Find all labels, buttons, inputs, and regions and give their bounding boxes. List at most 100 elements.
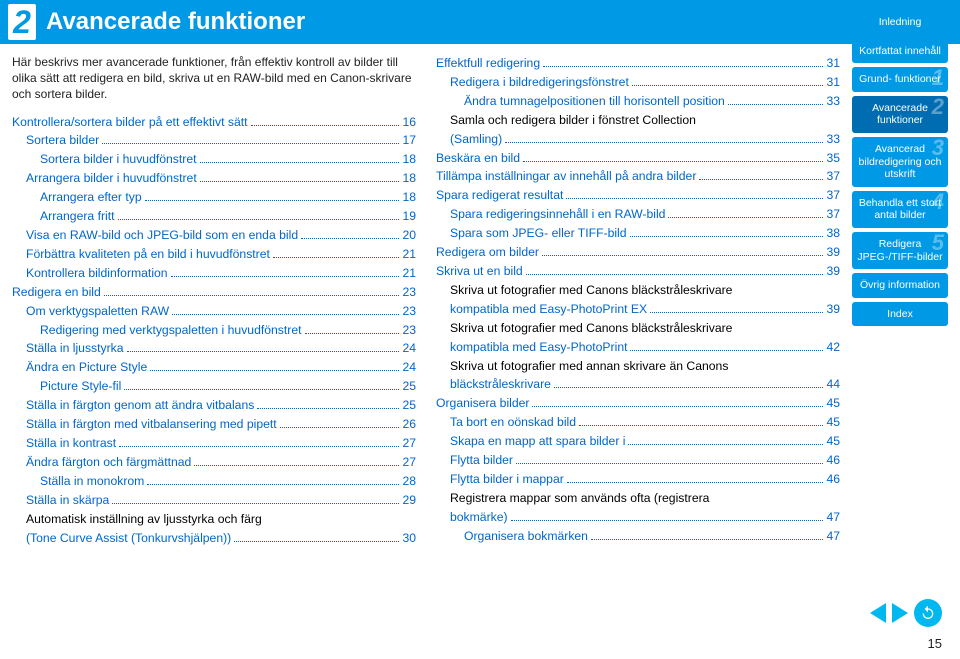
toc-entry[interactable]: Visa en RAW-bild och JPEG-bild som en en… [12,226,416,245]
sidebar-button[interactable]: Inledning [852,10,948,35]
toc-entry[interactable]: Beskära en bild35 [436,149,840,168]
toc-entry[interactable]: bläckstråleskrivare44 [436,375,840,394]
toc-entry: Skriva ut fotografier med annan skrivare… [436,357,840,376]
chapter-header: 2 Avancerade funktioner [0,0,960,44]
toc-label: Kontrollera bildinformation [26,264,168,283]
toc-dots [567,482,824,483]
toc-entry[interactable]: Picture Style-fil25 [12,377,416,396]
toc-entry[interactable]: Ändra färgton och färgmättnad27 [12,453,416,472]
toc-entry[interactable]: Förbättra kvaliteten på en bild i huvudf… [12,245,416,264]
sidebar-button[interactable]: Avancerad bildredigering och utskrift3 [852,137,948,187]
toc-label: Arrangera efter typ [40,188,142,207]
next-page-arrow[interactable] [892,603,908,623]
sidebar-label: Avancerade funktioner [872,102,928,127]
intro-text: Här beskrivs mer avancerade funktioner, … [12,54,416,103]
toc-entry[interactable]: Om verktygspaletten RAW23 [12,302,416,321]
toc-entry[interactable]: Spara redigerat resultat37 [436,186,840,205]
toc-dots [630,350,823,351]
page-nav [870,599,942,627]
toc-entry[interactable]: Ställa in kontrast27 [12,434,416,453]
toc-entry[interactable]: Flytta bilder i mappar46 [436,470,840,489]
toc-dots [273,257,400,258]
sidebar-button[interactable]: Övrig information [852,273,948,298]
toc-label: Arrangera bilder i huvudfönstret [26,169,197,188]
toc-dots [257,408,399,409]
toc-entry[interactable]: Ändra en Picture Style24 [12,358,416,377]
toc-entry[interactable]: Ställa in monokrom28 [12,472,416,491]
toc-entry[interactable]: kompatibla med Easy-PhotoPrint EX39 [436,300,840,319]
toc-entry[interactable]: Kontrollera bildinformation21 [12,264,416,283]
toc-entry[interactable]: Redigera om bilder39 [436,243,840,262]
toc-entry[interactable]: Spara som JPEG- eller TIFF-bild38 [436,224,840,243]
toc-dots [118,219,400,220]
toc-entry[interactable]: Ställa in färgton genom att ändra vitbal… [12,396,416,415]
sidebar-button[interactable]: Avancerade funktioner2 [852,96,948,133]
toc-label: Skriva ut fotografier med annan skrivare… [450,357,728,376]
toc-page: 37 [826,186,840,205]
toc-entry[interactable]: Ställa in skärpa29 [12,491,416,510]
toc-page: 23 [402,321,416,340]
toc-page: 18 [402,169,416,188]
toc-label: Ta bort en oönskad bild [450,413,576,432]
toc-entry[interactable]: Flytta bilder46 [436,451,840,470]
toc-page: 46 [826,470,840,489]
chapter-number: 2 [8,4,36,40]
toc-dots [200,162,400,163]
toc-label: Spara redigeringsinnehåll i en RAW-bild [450,205,665,224]
toc-entry[interactable]: Sortera bilder17 [12,131,416,150]
toc-label: Organisera bilder [436,394,529,413]
toc-label: Ställa in kontrast [26,434,116,453]
toc-dots [516,463,823,464]
sidebar-label: Index [887,308,913,320]
prev-page-arrow[interactable] [870,603,886,623]
sidebar-label: Redigera JPEG-/TIFF-bilder [857,238,942,263]
toc-entry[interactable]: Ställa in ljusstyrka24 [12,339,416,358]
toc-entry[interactable]: Organisera bokmärken47 [436,527,840,546]
toc-entry[interactable]: Redigera en bild23 [12,283,416,302]
toc-label: Ställa in färgton med vitbalansering med… [26,415,277,434]
toc-entry[interactable]: Arrangera bilder i huvudfönstret 18 [12,169,416,188]
sidebar-button[interactable]: Kortfattat innehåll [852,39,948,64]
toc-page: 47 [826,527,840,546]
toc-entry[interactable]: (Samling)33 [436,130,840,149]
toc-entry[interactable]: Sortera bilder i huvudfönstret18 [12,150,416,169]
toc-entry[interactable]: bokmärke)47 [436,508,840,527]
toc-entry[interactable]: Redigering med verktygspaletten i huvudf… [12,321,416,340]
sidebar-button[interactable]: Index [852,302,948,327]
sidebar-button[interactable]: Behandla ett stort antal bilder4 [852,191,948,228]
toc-label: Ändra tumnagelpositionen till horisontel… [464,92,725,111]
toc-dots [532,406,823,407]
sidebar-chapter-num: 3 [932,135,944,161]
toc-page: 31 [826,73,840,92]
back-button[interactable] [914,599,942,627]
sidebar-button[interactable]: Grund- funktioner1 [852,67,948,92]
toc-entry[interactable]: Arrangera fritt19 [12,207,416,226]
toc-entry[interactable]: Ändra tumnagelpositionen till horisontel… [436,92,840,111]
toc-page: 20 [402,226,416,245]
toc-entry: Registrera mappar som används ofta (regi… [436,489,840,508]
toc-entry[interactable]: Ställa in färgton med vitbalansering med… [12,415,416,434]
toc-entry[interactable]: Skriva ut en bild39 [436,262,840,281]
toc-entry[interactable]: Redigera i bildredigeringsfönstret31 [436,73,840,92]
toc-entry[interactable]: Spara redigeringsinnehåll i en RAW-bild3… [436,205,840,224]
toc-dots [194,465,399,466]
toc-page: 45 [826,394,840,413]
toc-dots [147,484,399,485]
toc-label: Arrangera fritt [40,207,115,226]
toc-entry[interactable]: kompatibla med Easy-PhotoPrint42 [436,338,840,357]
toc-entry[interactable]: Skapa en mapp att spara bilder i45 [436,432,840,451]
toc-dots [566,198,823,199]
toc-page: 31 [826,54,840,73]
toc-entry[interactable]: Tillämpa inställningar av innehåll på an… [436,167,840,186]
toc-entry[interactable]: Ta bort en oönskad bild45 [436,413,840,432]
toc-entry[interactable]: Organisera bilder 45 [436,394,840,413]
toc-entry[interactable]: (Tone Curve Assist (Tonkurvshjälpen))30 [12,529,416,548]
sidebar-label: Behandla ett stort antal bilder [859,197,941,222]
toc-dots [630,236,824,237]
toc-entry[interactable]: Effektfull redigering31 [436,54,840,73]
sidebar-button[interactable]: Redigera JPEG-/TIFF-bilder5 [852,232,948,269]
toc-entry[interactable]: Kontrollera/sortera bilder på ett effekt… [12,113,416,132]
toc-label: Redigera en bild [12,283,101,302]
toc-entry[interactable]: Arrangera efter typ18 [12,188,416,207]
toc-label: Skriva ut fotografier med Canons bläckst… [450,281,732,300]
